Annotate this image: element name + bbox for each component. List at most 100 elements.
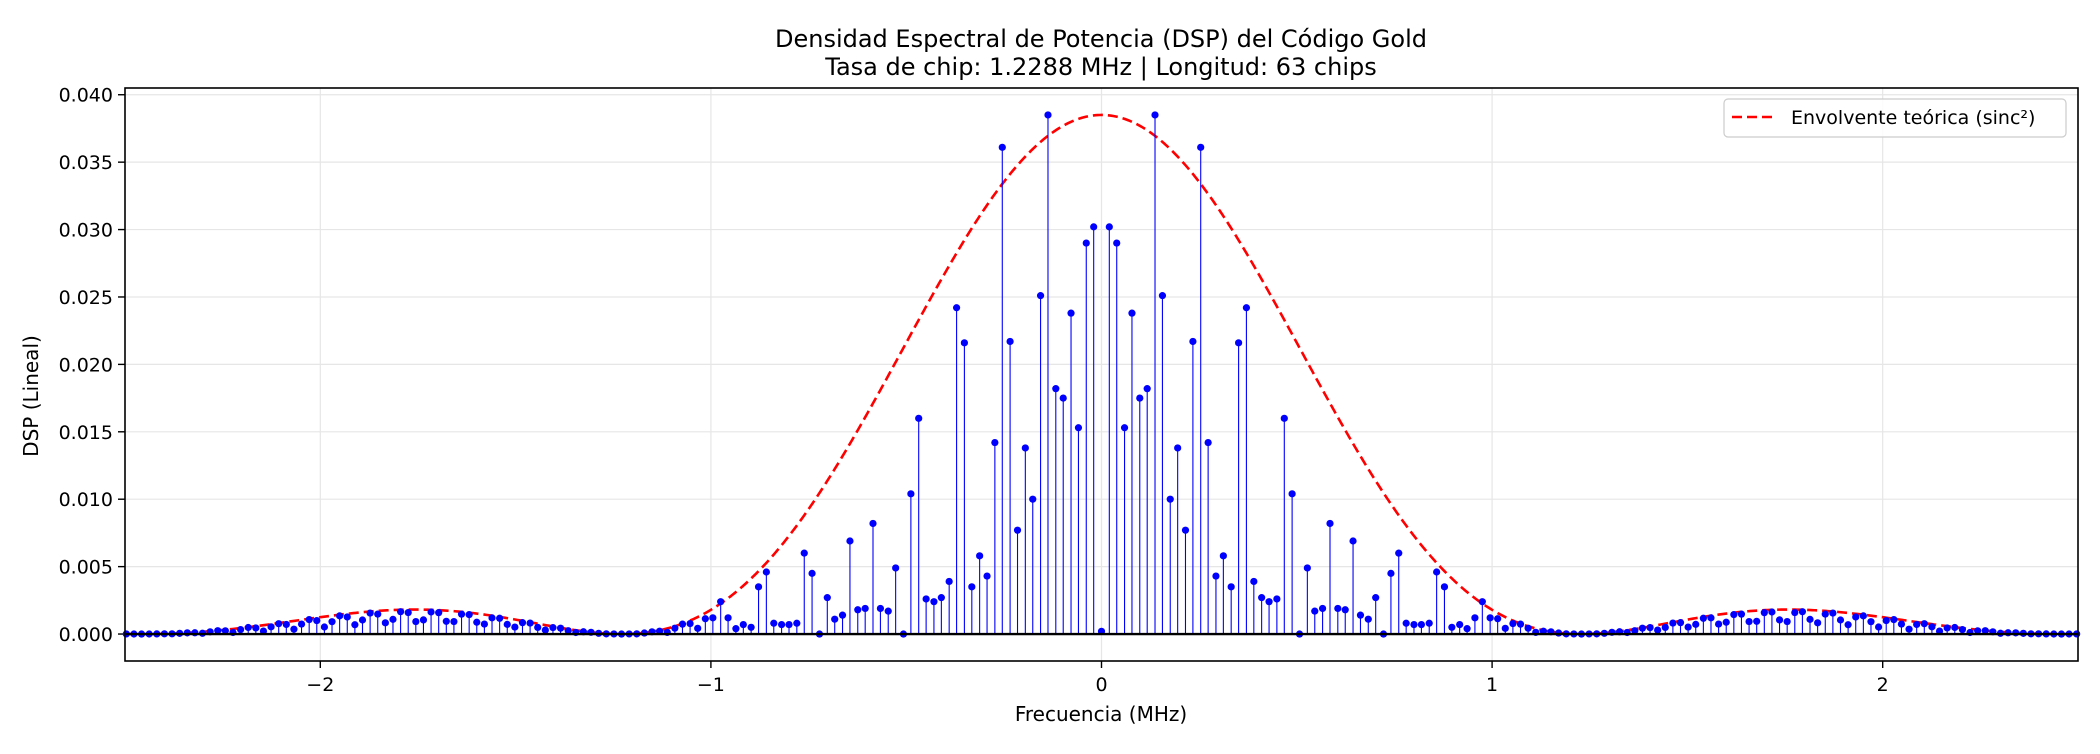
stem-marker [503, 620, 511, 628]
stem-marker [1471, 614, 1479, 622]
stem-marker [930, 598, 938, 606]
stem-marker [1013, 526, 1022, 534]
stem-marker [457, 610, 466, 618]
stem-marker [1425, 619, 1433, 627]
stem-marker [1516, 620, 1525, 628]
stem-marker [1654, 626, 1662, 634]
stem-marker [1090, 223, 1098, 231]
stem-marker [1326, 519, 1334, 528]
stem-marker [1219, 552, 1227, 560]
stem-marker [1197, 143, 1205, 151]
stem-marker [800, 549, 808, 557]
stem-marker [1341, 606, 1349, 614]
stem-marker [237, 625, 245, 634]
stem-marker [1501, 624, 1509, 632]
stem-marker [1737, 610, 1746, 618]
stem-marker [221, 627, 229, 635]
stem-marker [1897, 620, 1906, 628]
stems-layer [122, 111, 2081, 638]
stem-marker [960, 339, 968, 347]
stem-marker [1692, 620, 1700, 628]
stem-marker [1410, 620, 1418, 629]
stem-marker [343, 613, 351, 621]
stem-marker [1128, 309, 1136, 317]
stem-marker [1715, 620, 1723, 628]
y-axis-label: DSP (Lineal) [19, 335, 43, 457]
stem-marker [1318, 604, 1327, 613]
stem-marker [1151, 111, 1159, 119]
stem-marker [526, 619, 534, 627]
stem-marker [945, 577, 953, 586]
stem-marker [892, 564, 900, 572]
stem-marker [1250, 577, 1258, 586]
stem-marker [1494, 615, 1502, 623]
stem-marker [754, 583, 763, 591]
stem-marker [678, 620, 687, 628]
envelope-layer [124, 113, 2079, 636]
stem-marker [922, 595, 930, 603]
stem-marker [1676, 619, 1685, 627]
stem-marker [1631, 627, 1639, 635]
stem-marker [511, 623, 519, 631]
stem-marker [1311, 607, 1319, 615]
stem-marker [336, 612, 344, 620]
stem-marker [1387, 569, 1395, 577]
stem-marker [793, 619, 801, 627]
stem-marker [366, 609, 374, 617]
stem-marker [991, 438, 999, 447]
stem-marker [831, 615, 839, 623]
stem-marker [427, 608, 435, 616]
stem-marker [313, 616, 321, 625]
stem-marker [1052, 385, 1060, 393]
stem-marker [907, 490, 915, 498]
stem-marker [1684, 623, 1692, 631]
stem-marker [465, 611, 473, 619]
stem-marker [1958, 625, 1966, 634]
stem-marker [1798, 608, 1807, 616]
stem-marker [1699, 614, 1707, 622]
stem-marker [1334, 604, 1342, 613]
stem-marker [1905, 625, 1913, 633]
stem-marker [823, 594, 831, 602]
stem-marker [1913, 620, 1921, 629]
stem-marker [686, 619, 694, 628]
stem-marker [282, 620, 290, 629]
stem-marker [564, 627, 572, 635]
stem-marker [290, 625, 298, 633]
stem-marker [1638, 624, 1647, 632]
stem-marker [534, 623, 542, 632]
stem-marker [1189, 337, 1197, 346]
stem-marker [435, 609, 443, 617]
stem-marker [1440, 583, 1449, 591]
stem-marker [1212, 572, 1220, 580]
stem-marker [1791, 608, 1799, 617]
stem-marker [694, 624, 702, 632]
chart-title: Densidad Espectral de Potencia (DSP) del… [775, 25, 1427, 53]
y-tick-label: 0.010 [59, 489, 113, 511]
stem-marker [777, 620, 786, 629]
stem-marker [1067, 309, 1075, 317]
legend-envelope-label: Envolvente teórica (sinc²) [1791, 107, 2035, 129]
stem-marker [1874, 623, 1883, 631]
stem-marker [1646, 624, 1654, 632]
stem-marker [1463, 625, 1471, 633]
stem-marker [1029, 495, 1037, 503]
y-tick-label: 0.005 [59, 557, 113, 579]
stem-marker [709, 614, 717, 622]
stem-marker [1074, 424, 1083, 432]
stem-marker [1174, 444, 1182, 452]
stem-marker [1753, 617, 1761, 625]
stem-marker [876, 604, 885, 613]
stem-marker [496, 614, 504, 622]
y-tick-label: 0.000 [59, 624, 113, 646]
stem-marker [808, 569, 816, 577]
stem-marker [770, 619, 778, 627]
y-tick-label: 0.040 [59, 85, 113, 107]
stem-marker [374, 610, 382, 618]
stem-marker [1402, 619, 1410, 627]
stem-marker [267, 623, 275, 631]
stem-marker [381, 619, 389, 627]
stem-marker [1882, 616, 1890, 625]
